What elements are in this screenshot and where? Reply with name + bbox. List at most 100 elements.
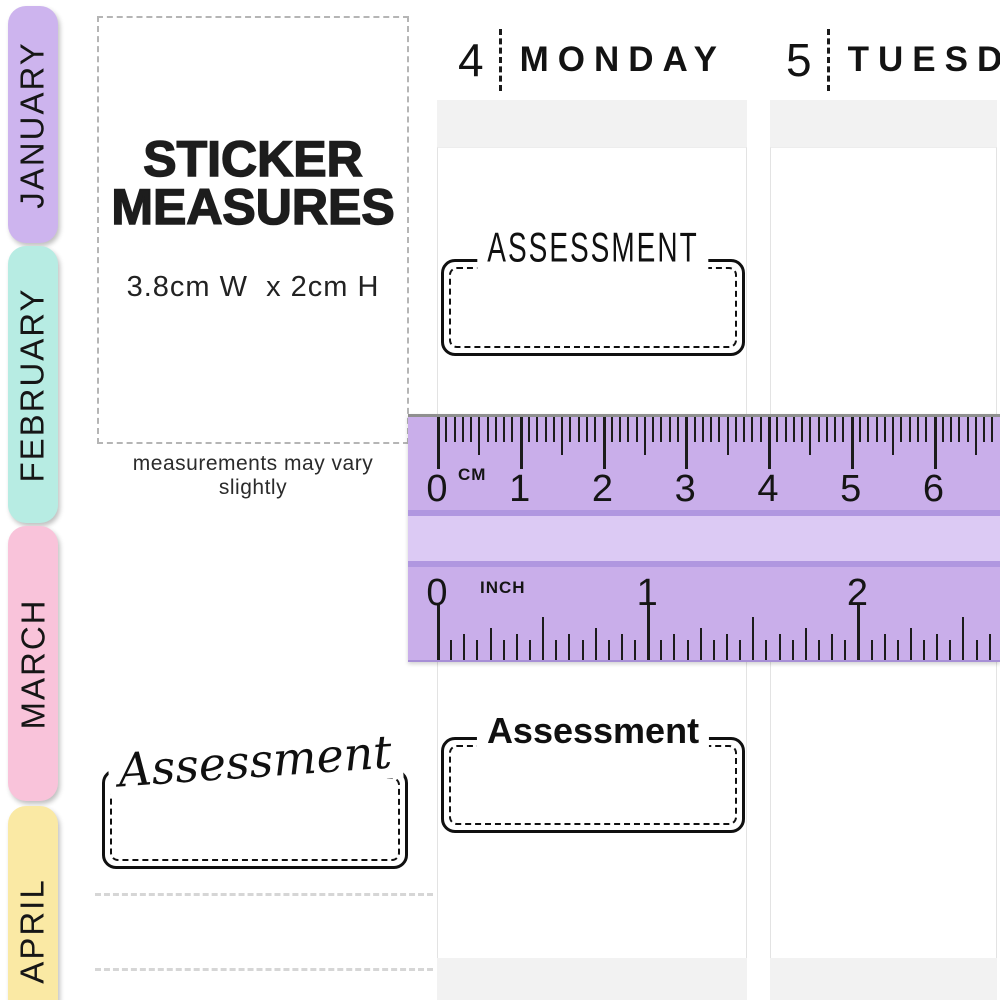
month-tab-label: MARCH — [14, 598, 51, 729]
cm-tick — [743, 417, 746, 442]
cm-tick — [900, 417, 903, 442]
cm-tick — [792, 417, 795, 442]
cm-number: 5 — [840, 468, 862, 510]
inch-tick — [450, 640, 453, 660]
cm-tick — [958, 417, 961, 442]
cm-number: 0 — [426, 468, 448, 510]
inch-tick — [555, 640, 558, 660]
cm-tick — [519, 417, 523, 469]
cm-unit-label: CM — [458, 465, 487, 484]
cm-tick — [983, 417, 986, 442]
month-tab-february: FEBRUARY — [8, 246, 58, 523]
inch-tick — [476, 640, 479, 660]
cm-tick — [660, 417, 663, 442]
measures-title-line1: STICKER — [143, 131, 364, 187]
cm-tick — [801, 417, 804, 442]
cm-tick — [966, 417, 969, 442]
ruler-divider — [408, 510, 1000, 516]
inch-tick — [686, 640, 689, 660]
cm-number: 1 — [509, 468, 531, 510]
inch-tick — [739, 640, 742, 660]
cm-tick — [784, 417, 787, 442]
inch-tick — [765, 640, 768, 660]
cm-tick — [561, 417, 564, 455]
cm-tick — [809, 417, 812, 455]
cm-tick — [991, 417, 994, 442]
cm-tick — [569, 417, 572, 442]
inch-tick — [804, 628, 807, 660]
inch-tick — [620, 634, 623, 660]
measurements-disclaimer: measurements may vary slightly — [132, 452, 374, 499]
inch-tick — [870, 640, 873, 660]
inch-tick — [581, 640, 584, 660]
month-tab-label: JANUARY — [14, 40, 51, 209]
inch-tick — [962, 617, 965, 660]
inch-tick — [489, 628, 492, 660]
inch-tick — [936, 634, 939, 660]
cm-tick — [718, 417, 721, 442]
monday-column-bottom-strip — [437, 958, 747, 1000]
date-number: 4 — [458, 34, 484, 86]
month-tab-label: APRIL — [14, 878, 51, 984]
inch-number: 2 — [846, 572, 868, 614]
inch-tick — [647, 604, 651, 660]
cm-tick — [776, 417, 779, 442]
cm-tick — [916, 417, 919, 442]
cm-tick — [478, 417, 481, 455]
cm-tick — [503, 417, 506, 442]
inch-tick — [975, 640, 978, 660]
inch-tick — [726, 634, 728, 660]
ruler-middle-band — [408, 516, 1000, 561]
cm-tick — [867, 417, 870, 442]
sticker-dimensions: 3.8cm W x 2cm H — [126, 271, 380, 303]
cm-tick — [710, 417, 713, 442]
cm-tick — [701, 417, 704, 442]
inch-tick — [437, 604, 440, 660]
cm-tick — [470, 417, 473, 442]
inch-tick — [568, 634, 571, 660]
measures-title: STICKER MEASURES — [99, 131, 407, 232]
inch-tick — [988, 634, 991, 660]
inch-tick — [594, 628, 597, 660]
cm-tick — [544, 417, 547, 442]
cm-tick — [908, 417, 911, 442]
cm-tick — [941, 417, 944, 442]
cm-tick — [610, 417, 613, 442]
assessment-sticker-print-label: Assessment — [476, 710, 710, 752]
cm-tick — [892, 417, 895, 455]
inch-unit-label: INCH — [480, 578, 526, 597]
assessment-sticker-caps: ASSESSMENT — [441, 224, 745, 356]
monday-column-top-strip — [437, 100, 747, 147]
cm-tick — [511, 417, 514, 442]
ruler-divider — [408, 561, 1000, 567]
cm-tick — [602, 417, 606, 469]
month-tab-march: MARCH — [8, 526, 58, 801]
cm-tick — [825, 417, 828, 442]
dashed-cut-line — [95, 893, 433, 896]
assessment-sticker-print: Assessment — [441, 710, 745, 833]
ruler-cm-scale: 0 1 2 3 4 5 6 CM — [408, 417, 1000, 510]
inch-tick — [673, 634, 676, 660]
inch-tick — [634, 640, 637, 660]
cm-tick — [652, 417, 655, 442]
inch-number: 1 — [636, 572, 658, 614]
cm-tick — [751, 417, 754, 442]
cm-tick — [627, 417, 630, 442]
dashed-separator — [498, 29, 502, 91]
inch-tick — [502, 640, 505, 660]
inch-tick — [515, 634, 518, 660]
cm-tick — [676, 417, 679, 442]
tuesday-column-bottom-strip — [770, 958, 997, 1000]
cm-tick — [594, 417, 597, 442]
inch-tick — [949, 640, 952, 660]
inch-number: 0 — [426, 572, 448, 614]
cm-tick — [445, 417, 448, 442]
sticker-dashed-inner-border — [449, 267, 737, 348]
cm-tick — [834, 417, 837, 442]
cm-tick — [950, 417, 953, 442]
cm-tick — [685, 417, 689, 469]
cm-tick — [933, 417, 937, 469]
cm-tick — [817, 417, 820, 442]
cm-tick — [453, 417, 456, 442]
inch-tick — [699, 628, 702, 660]
